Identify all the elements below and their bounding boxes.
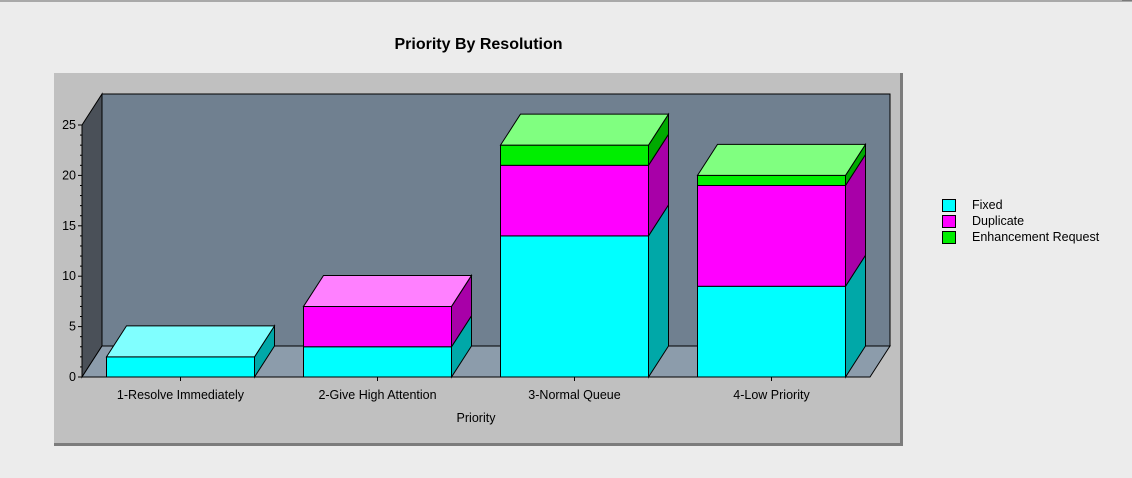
bar-top: [302, 274, 473, 307]
bar-segment-duplicate: [500, 164, 649, 237]
y-tick-label: 15: [62, 219, 76, 233]
x-tick-label: 1-Resolve Immediately: [117, 388, 245, 402]
y-tick-label: 10: [62, 269, 76, 283]
x-axis-title: Priority: [457, 411, 497, 425]
legend-swatch: [942, 198, 956, 212]
chart-legend: Fixed Duplicate Enhancement Request: [942, 197, 1099, 245]
legend-label: Duplicate: [972, 214, 1025, 228]
chart-plot: 0 5 10 15 20 25 1-Resolve Immediately 2-Give Hi…: [62, 92, 891, 425]
y-tick-label: 20: [62, 168, 76, 182]
legend-swatch: [942, 214, 956, 228]
bar-segment-fixed: [697, 285, 846, 378]
bar-segment-fixed: [500, 235, 649, 378]
legend-label: Fixed: [972, 198, 1003, 212]
x-tick-label: 3-Normal Queue: [528, 388, 620, 402]
x-tick-label: 2-Give High Attention: [318, 388, 436, 402]
bar-segment-enhancement-request: [500, 144, 649, 166]
bar-segment-duplicate: [303, 305, 452, 348]
chart-title: Priority By Resolution: [394, 36, 563, 53]
legend-item: Duplicate: [942, 213, 1099, 229]
window-top-rule: [0, 0, 1132, 2]
y-tick-label: 25: [62, 118, 76, 132]
legend-label: Enhancement Request: [972, 230, 1100, 244]
legend-item: Fixed: [942, 197, 1099, 213]
y-tick-label: 5: [69, 320, 76, 334]
y-tick-label: 0: [69, 370, 76, 384]
bar-segment-fixed: [106, 356, 255, 378]
bar-top: [696, 143, 867, 176]
bar-segment-enhancement-request: [697, 174, 846, 186]
legend-swatch: [942, 230, 956, 244]
x-tick-label: 4-Low Priority: [733, 388, 810, 402]
bar-segment-duplicate: [697, 184, 846, 287]
legend-item: Enhancement Request: [942, 229, 1099, 245]
side-wall: [81, 92, 103, 379]
bar-top: [105, 325, 276, 358]
bar-segment-fixed: [303, 346, 452, 378]
window-corner: [1122, 0, 1132, 7]
bar-top: [499, 113, 670, 146]
plot-frame: 0 5 10 15 20 25 1-Resolve Immediately 2-Give Hi…: [54, 73, 903, 446]
